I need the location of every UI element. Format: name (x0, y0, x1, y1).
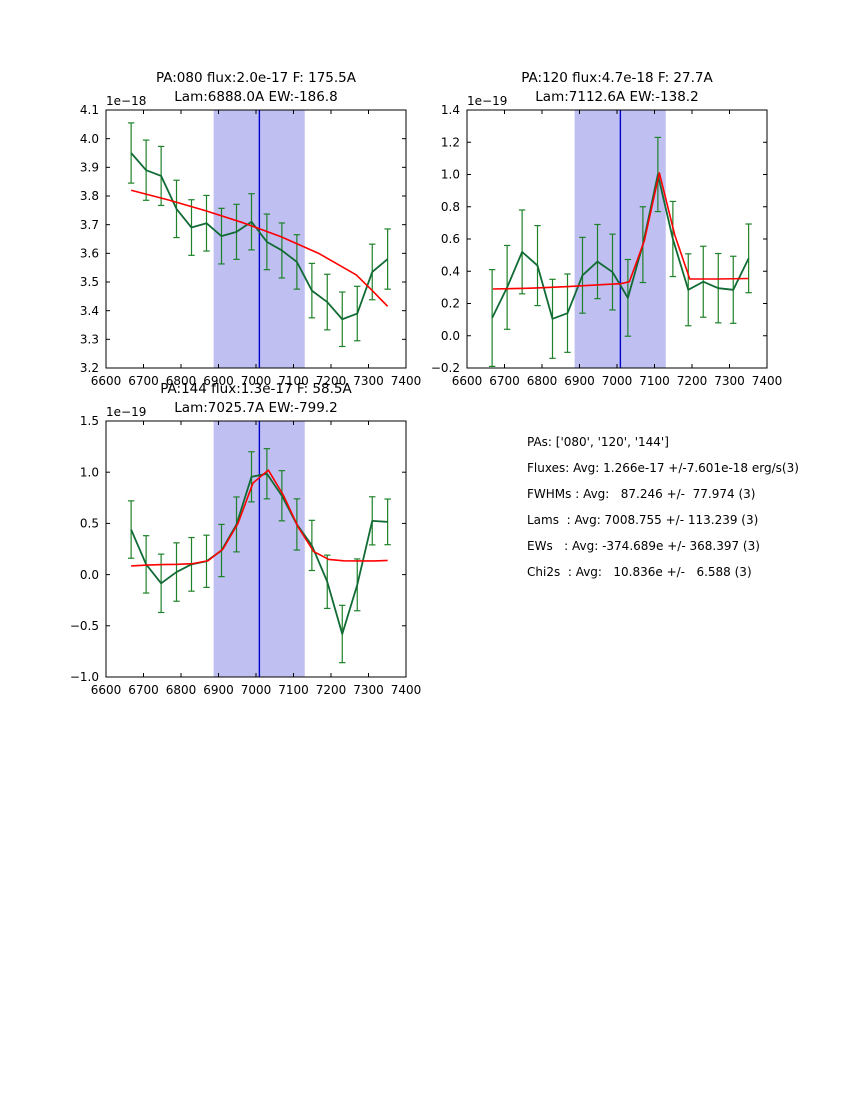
x-tick-label: 6800 (166, 374, 197, 388)
x-tick-label: 6700 (128, 683, 159, 697)
chart-subtitle: Lam:6888.0A EW:-186.8 (174, 89, 337, 105)
y-tick-label: 0.0 (80, 568, 99, 582)
stats-lams: Lams : Avg: 7008.755 +/- 113.239 (3) (527, 513, 759, 527)
y-tick-label: 0.8 (441, 200, 460, 214)
y-tick-label: 1.2 (441, 135, 460, 149)
x-tick-label: 7000 (602, 374, 633, 388)
chart-pa144-svg: 6600 6700 6800 6900 7000 7100 7200 7300 7400 −1.0… (70, 381, 422, 697)
chart-title: PA:144 flux:1.3e-17 F: 58.5A (160, 381, 352, 397)
y-tick-label: 3.2 (80, 361, 99, 375)
y-tick-label: 0.2 (441, 297, 460, 311)
y-tick-label: 3.7 (80, 218, 99, 232)
y-tick-label: 1.0 (441, 168, 460, 182)
x-tick-label: 7200 (316, 374, 347, 388)
chart-pa080-svg: 6600 6700 6800 6900 7000 7100 7200 7300 7400 3.2 3… (80, 70, 422, 388)
x-tick-label: 7300 (714, 374, 745, 388)
y-tick-label: 0.4 (441, 264, 460, 278)
x-tick-label: 7400 (391, 374, 422, 388)
x-tick-label: 6800 (166, 683, 197, 697)
y-offset-label: 1e−19 (467, 94, 507, 108)
stats-ews: EWs : Avg: -374.689e +/- 368.397 (3) (527, 539, 760, 553)
data-line (130, 472, 388, 635)
chart-title: PA:080 flux:2.0e-17 F: 175.5A (156, 70, 357, 86)
fit-line (131, 469, 388, 567)
x-tick-label: 7000 (241, 374, 272, 388)
y-tick-label: 3.6 (80, 247, 99, 261)
x-tick-label: 6600 (452, 374, 483, 388)
chart-pa120-svg: 6600 6700 6800 6900 7000 7100 7200 7300 7400 −0.2… (431, 70, 783, 388)
y-tick-label: 1.5 (80, 414, 99, 428)
x-tick-label: 7100 (278, 683, 309, 697)
x-tick-label: 7300 (353, 683, 384, 697)
y-tick-label: −0.5 (70, 619, 99, 633)
x-tick-label: 6900 (203, 683, 234, 697)
fit-line (130, 189, 389, 307)
x-tick-label: 6700 (489, 374, 520, 388)
chart-pa120: 6600 6700 6800 6900 7000 7100 7200 7300 7400 −0.2… (397, 60, 797, 395)
x-tick-label: 7100 (278, 374, 309, 388)
y-offset-label: 1e−19 (106, 405, 146, 419)
y-offset-label: 1e−18 (106, 94, 146, 108)
y-tick-label: 3.9 (80, 161, 99, 175)
y-tick-label: 4.1 (80, 103, 99, 117)
x-tick-label: 7200 (677, 374, 708, 388)
chart-title: PA:120 flux:4.7e-18 F: 27.7A (521, 70, 713, 86)
x-tick-label: 6900 (564, 374, 595, 388)
fit-line (492, 172, 749, 290)
x-tick-label: 7000 (241, 683, 272, 697)
x-tick-label: 7400 (752, 374, 783, 388)
y-tick-label: 0.6 (441, 232, 460, 246)
x-tick-label: 7300 (353, 374, 384, 388)
y-tick-label: −0.2 (431, 361, 460, 375)
x-tick-label: 6700 (128, 374, 159, 388)
y-tick-label: 1.4 (441, 103, 460, 117)
x-tick-label: 6900 (203, 374, 234, 388)
x-tick-label: 7100 (639, 374, 670, 388)
y-tick-label: 0.0 (441, 329, 460, 343)
data-line (491, 173, 750, 320)
stats-fluxes: Fluxes: Avg: 1.266e-17 +/-7.601e-18 erg/… (527, 461, 799, 475)
stats-pas: PAs: ['080', '120', '144'] (527, 435, 669, 449)
y-tick-label: 3.3 (80, 333, 99, 347)
x-tick-label: 7200 (316, 683, 347, 697)
y-tick-label: 1.0 (80, 465, 99, 479)
y-tick-label: 0.5 (80, 517, 99, 531)
y-tick-label: 3.8 (80, 189, 99, 203)
chart-pa080: 6600 6700 6800 6900 7000 7100 7200 7300 7400 3.2 3… (36, 60, 436, 395)
x-tick-label: 6600 (91, 374, 122, 388)
stats-fwhms: FWHMs : Avg: 87.246 +/- 77.974 (3) (527, 487, 756, 501)
stats-panel: PAs: ['080', '120', '144'] Fluxes: Avg: … (527, 429, 799, 585)
chart-pa144: 6600 6700 6800 6900 7000 7100 7200 7300 7400 −1.0… (36, 371, 436, 706)
x-tick-label: 6800 (527, 374, 558, 388)
data-line (130, 152, 389, 321)
x-tick-label: 6600 (91, 683, 122, 697)
y-tick-label: 3.5 (80, 275, 99, 289)
y-tick-label: 3.4 (80, 304, 99, 318)
stats-chi2s: Chi2s : Avg: 10.836e +/- 6.588 (3) (527, 565, 752, 579)
y-tick-label: 4.0 (80, 132, 99, 146)
chart-subtitle: Lam:7112.6A EW:-138.2 (535, 89, 698, 105)
chart-subtitle: Lam:7025.7A EW:-799.2 (174, 400, 337, 416)
y-tick-label: −1.0 (70, 670, 99, 684)
x-tick-label: 7400 (391, 683, 422, 697)
